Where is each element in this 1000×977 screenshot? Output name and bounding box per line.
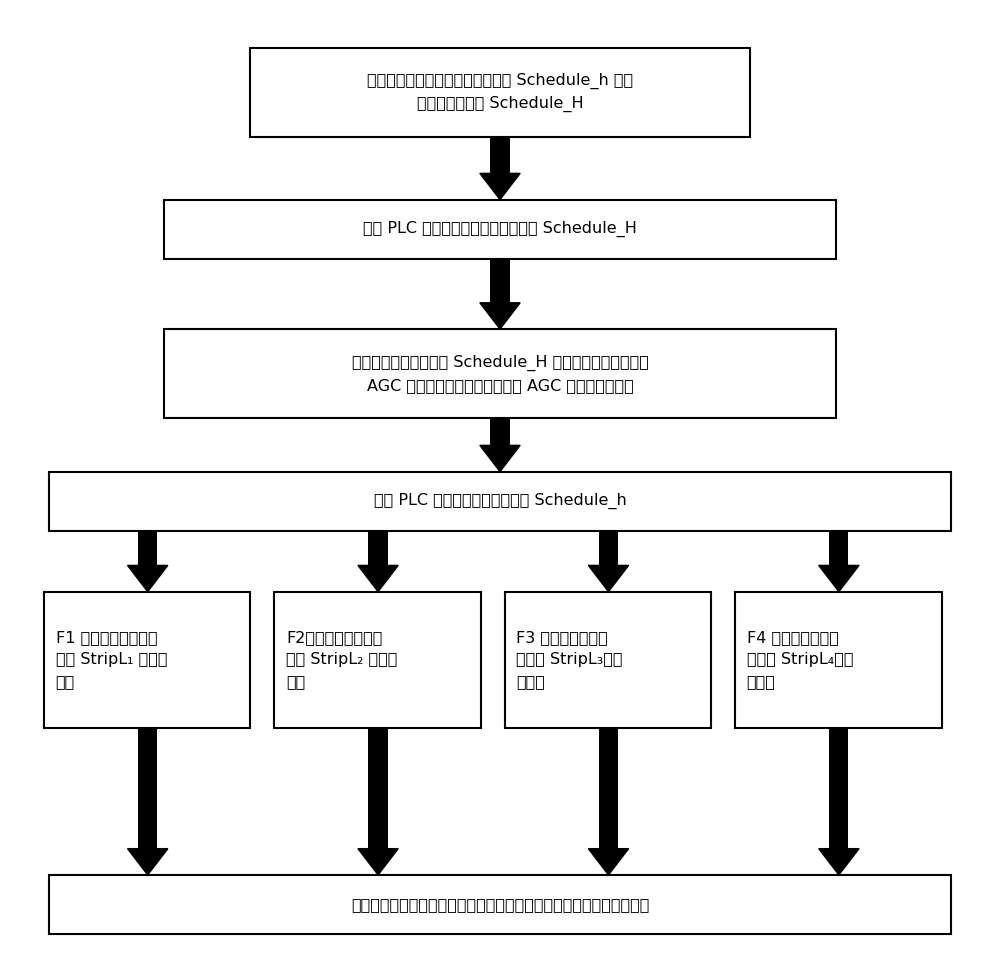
Text: F2轧机轧出铝带长度
大于 StripL₂ 时抬起
辊缝: F2轧机轧出铝带长度 大于 StripL₂ 时抬起 辊缝 <box>286 630 397 690</box>
Bar <box>368 728 388 849</box>
Bar <box>44 592 250 728</box>
Text: F4 轧机轧出铝带长
度大于 StripL₄时抬
起辊缝: F4 轧机轧出铝带长 度大于 StripL₄时抬 起辊缝 <box>747 630 853 690</box>
Polygon shape <box>588 849 629 875</box>
Polygon shape <box>128 566 168 592</box>
Bar <box>164 329 836 418</box>
Polygon shape <box>819 566 859 592</box>
Polygon shape <box>819 849 859 875</box>
Polygon shape <box>358 566 398 592</box>
Text: 四个轧机的辊缝都恢复到位后，投入升速轧制，进入成品厚度轧制规程: 四个轧机的辊缝都恢复到位后，投入升速轧制，进入成品厚度轧制规程 <box>351 897 649 912</box>
Text: F3 轧机轧出铝带长
度大于 StripL₃时抬
起辊缝: F3 轧机轧出铝带长 度大于 StripL₃时抬 起辊缝 <box>516 630 623 690</box>
Bar <box>490 418 510 446</box>
Bar <box>49 875 951 934</box>
Polygon shape <box>358 849 398 875</box>
Bar <box>138 728 157 849</box>
Bar <box>599 728 618 849</box>
Bar <box>829 531 848 566</box>
Bar <box>505 592 711 728</box>
Bar <box>490 137 510 173</box>
Bar <box>490 259 510 303</box>
Bar <box>250 48 750 137</box>
Text: 一级 PLC 系统执行成品厚度轧制规程 Schedule_H: 一级 PLC 系统执行成品厚度轧制规程 Schedule_H <box>363 221 637 237</box>
Polygon shape <box>480 173 520 199</box>
Bar <box>829 728 848 849</box>
Bar <box>138 531 157 566</box>
Polygon shape <box>480 446 520 472</box>
Polygon shape <box>128 849 168 875</box>
Text: 二级计算机系统设定料头压薄规程 Schedule_h 和成
品厚度轧制规程 Schedule_H: 二级计算机系统设定料头压薄规程 Schedule_h 和成 品厚度轧制规程 Sc… <box>367 72 633 112</box>
Bar <box>49 472 951 531</box>
Bar <box>599 531 618 566</box>
Text: 一级 PLC 系统执行料头压薄规程 Schedule_h: 一级 PLC 系统执行料头压薄规程 Schedule_h <box>374 493 626 509</box>
Bar <box>735 592 942 728</box>
Bar <box>164 199 836 259</box>
Text: 锁定成品厚度轧制规程 Schedule_H 的各项设定数据，作为
AGC 速度补偿的基准，同时激活 AGC 的速度补偿功能: 锁定成品厚度轧制规程 Schedule_H 的各项设定数据，作为 AGC 速度补… <box>352 355 648 393</box>
Text: F1 轧机轧出铝带长度
大于 StripL₁ 时抬起
辊缝: F1 轧机轧出铝带长度 大于 StripL₁ 时抬起 辊缝 <box>56 630 167 690</box>
Bar <box>368 531 388 566</box>
Polygon shape <box>588 566 629 592</box>
Bar <box>274 592 481 728</box>
Polygon shape <box>480 303 520 329</box>
